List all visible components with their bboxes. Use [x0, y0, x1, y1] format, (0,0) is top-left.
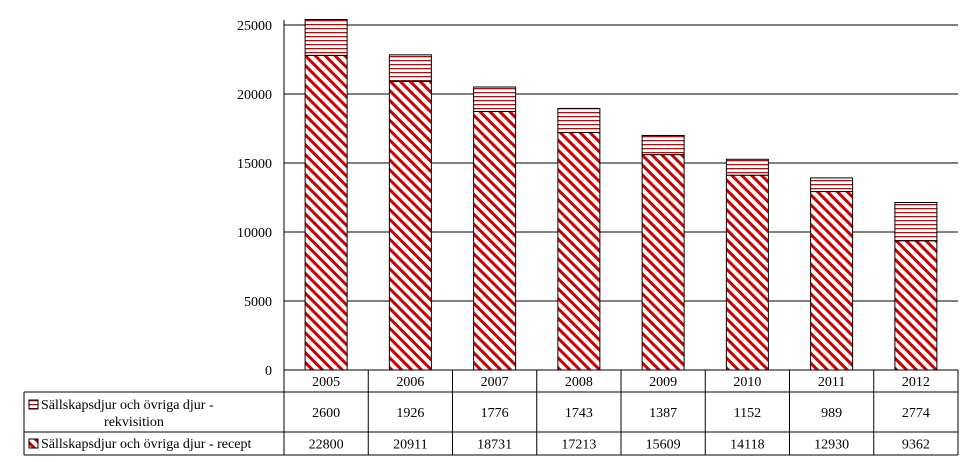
data-label: 1152	[734, 406, 761, 421]
legend-label: Sällskapsdjur och övriga djur - recept	[41, 437, 251, 452]
data-label: 2774	[902, 406, 930, 421]
bar-segment-recept-2005	[304, 54, 348, 371]
x-tick-label: 2007	[481, 375, 509, 390]
y-axis: 0 5000 10000 15000 20000 25000	[237, 19, 285, 379]
data-label: 20911	[393, 438, 427, 453]
data-label: 22800	[309, 438, 344, 453]
data-label: 17213	[561, 438, 596, 453]
bar-segment-recept-2010	[725, 174, 769, 371]
data-label: 1926	[396, 406, 424, 421]
bar-segment-recept-2011	[810, 191, 854, 371]
y-tick-label: 25000	[237, 19, 272, 34]
data-label: 2600	[312, 406, 340, 421]
gridlines	[284, 24, 958, 371]
x-tick-label: 2005	[312, 375, 340, 390]
data-label: 989	[821, 406, 842, 421]
bar-segment-rekvisition-2011	[810, 177, 854, 193]
legend-label: Sällskapsdjur och övriga djur -	[41, 398, 214, 413]
data-label: 18731	[477, 438, 512, 453]
legend-key	[28, 438, 39, 449]
bar-segment-recept-2006	[388, 80, 432, 371]
bar-segment-recept-2007	[473, 111, 517, 371]
legend-label: rekvisition	[104, 415, 164, 430]
bar-segment-recept-2012	[894, 240, 938, 371]
data-label: 1776	[481, 406, 509, 421]
data-label: 1743	[565, 406, 593, 421]
x-tick-label: 2009	[649, 375, 677, 390]
y-tick-label: 20000	[237, 88, 272, 103]
bar-segment-rekvisition-2008	[557, 107, 601, 133]
bar-segment-recept-2008	[557, 131, 601, 371]
legend-key	[28, 399, 39, 410]
x-tick-label: 2008	[565, 375, 593, 390]
data-label: 9362	[902, 438, 930, 453]
x-tick-label: 2010	[733, 375, 761, 390]
bars	[304, 18, 938, 371]
data-label: 12930	[814, 438, 849, 453]
x-tick-label: 2012	[902, 375, 930, 390]
y-tick-label: 10000	[237, 226, 272, 241]
data-table: 2005 2006 2007 2008 2009 2010 2011 2012 Sällskap…	[23, 369, 959, 456]
data-label: 14118	[730, 438, 764, 453]
data-label: 1387	[649, 406, 677, 421]
x-tick-label: 2006	[396, 375, 424, 390]
bar-segment-recept-2009	[641, 154, 685, 371]
y-tick-label: 0	[265, 364, 272, 379]
bar-segment-rekvisition-2007	[473, 86, 517, 113]
y-tick-label: 5000	[244, 295, 272, 310]
bar-segment-rekvisition-2006	[388, 54, 432, 82]
bar-segment-rekvisition-2009	[641, 134, 685, 156]
bar-segment-rekvisition-2010	[725, 158, 769, 176]
data-label: 15609	[646, 438, 681, 453]
y-tick-label: 15000	[237, 157, 272, 172]
bar-segment-rekvisition-2005	[304, 18, 348, 56]
bar-segment-rekvisition-2012	[894, 202, 938, 242]
x-tick-label: 2011	[818, 375, 845, 390]
